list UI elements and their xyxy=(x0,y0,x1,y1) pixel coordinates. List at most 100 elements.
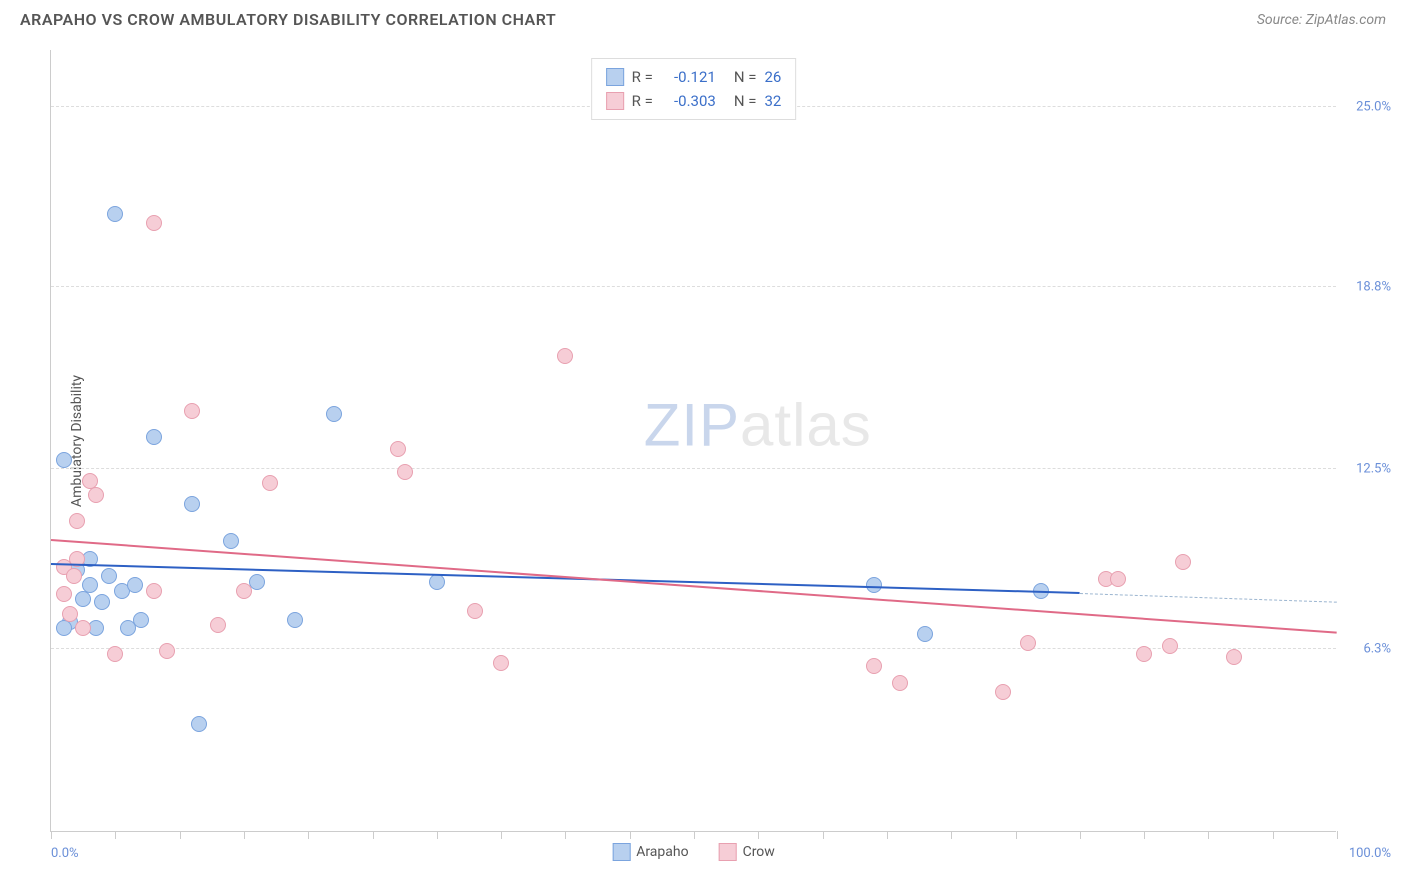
watermark: ZIPatlas xyxy=(644,390,872,459)
x-tick xyxy=(630,831,631,839)
data-point xyxy=(107,206,123,222)
x-tick xyxy=(115,831,116,839)
x-tick xyxy=(180,831,181,839)
data-point xyxy=(127,577,143,593)
data-point xyxy=(1226,649,1242,665)
chart-area: Ambulatory Disability ZIPatlas 6.3%12.5%… xyxy=(50,50,1336,832)
x-tick xyxy=(244,831,245,839)
data-point xyxy=(326,406,342,422)
data-point xyxy=(75,591,91,607)
legend-label: Crow xyxy=(743,844,775,860)
data-point xyxy=(56,586,72,602)
data-point xyxy=(133,612,149,628)
legend-label: Arapaho xyxy=(636,844,688,860)
x-tick xyxy=(758,831,759,839)
x-tick xyxy=(373,831,374,839)
data-point xyxy=(467,603,483,619)
x-tick xyxy=(51,831,52,839)
n-label: N = xyxy=(734,65,757,89)
header: ARAPAHO VS CROW AMBULATORY DISABILITY CO… xyxy=(0,0,1406,29)
legend-row: R = -0.303 N = 32 xyxy=(606,89,782,113)
source-label: Source: ZipAtlas.com xyxy=(1257,12,1386,28)
data-point xyxy=(557,348,573,364)
data-point xyxy=(69,513,85,529)
x-tick xyxy=(565,831,566,839)
x-tick xyxy=(501,831,502,839)
r-value: -0.303 xyxy=(661,89,716,113)
x-tick xyxy=(1208,831,1209,839)
y-tick-label: 18.8% xyxy=(1356,279,1391,294)
data-point xyxy=(146,429,162,445)
x-tick xyxy=(694,831,695,839)
data-point xyxy=(146,215,162,231)
x-tick xyxy=(1144,831,1145,839)
y-tick-label: 25.0% xyxy=(1356,99,1391,114)
x-tick xyxy=(437,831,438,839)
data-point xyxy=(107,646,123,662)
x-tick xyxy=(887,831,888,839)
trend-line xyxy=(1080,593,1337,603)
x-tick xyxy=(1337,831,1338,839)
r-label: R = xyxy=(632,89,653,113)
x-tick xyxy=(1080,831,1081,839)
data-point xyxy=(397,464,413,480)
legend-swatch xyxy=(719,843,737,861)
data-point xyxy=(429,574,445,590)
x-tick xyxy=(308,831,309,839)
data-point xyxy=(94,594,110,610)
data-point xyxy=(866,658,882,674)
x-label-max: 100.0% xyxy=(1349,846,1391,861)
data-point xyxy=(62,606,78,622)
data-point xyxy=(191,716,207,732)
data-point xyxy=(262,475,278,491)
x-tick xyxy=(823,831,824,839)
legend-item: Arapaho xyxy=(612,843,688,861)
data-point xyxy=(866,577,882,593)
data-point xyxy=(236,583,252,599)
data-point xyxy=(223,533,239,549)
data-point xyxy=(75,620,91,636)
r-value: -0.121 xyxy=(661,65,716,89)
n-value: 26 xyxy=(764,65,781,89)
data-point xyxy=(1136,646,1152,662)
data-point xyxy=(995,684,1011,700)
x-tick xyxy=(951,831,952,839)
y-tick-label: 12.5% xyxy=(1356,461,1391,476)
y-axis-title: Ambulatory Disability xyxy=(69,374,85,506)
n-label: N = xyxy=(734,89,757,113)
data-point xyxy=(287,612,303,628)
x-tick xyxy=(1016,831,1017,839)
y-tick-label: 6.3% xyxy=(1363,641,1391,656)
legend-swatch xyxy=(606,92,624,110)
data-point xyxy=(892,675,908,691)
data-point xyxy=(1175,554,1191,570)
data-point xyxy=(1110,571,1126,587)
data-point xyxy=(101,568,117,584)
data-point xyxy=(1162,638,1178,654)
data-point xyxy=(917,626,933,642)
data-point xyxy=(184,403,200,419)
legend-swatch xyxy=(612,843,630,861)
r-label: R = xyxy=(632,65,653,89)
x-label-min: 0.0% xyxy=(51,846,79,861)
watermark-atlas: atlas xyxy=(740,391,872,458)
n-value: 32 xyxy=(764,89,781,113)
data-point xyxy=(88,487,104,503)
data-point xyxy=(390,441,406,457)
data-point xyxy=(184,496,200,512)
data-point xyxy=(56,620,72,636)
data-point xyxy=(56,452,72,468)
x-tick xyxy=(1273,831,1274,839)
data-point xyxy=(159,643,175,659)
data-point xyxy=(493,655,509,671)
legend-swatch xyxy=(606,68,624,86)
correlation-legend: R = -0.121 N = 26 R = -0.303 N = 32 xyxy=(591,58,797,120)
data-point xyxy=(146,583,162,599)
legend-row: R = -0.121 N = 26 xyxy=(606,65,782,89)
data-point xyxy=(66,568,82,584)
series-legend: Arapaho Crow xyxy=(612,843,775,861)
gridline xyxy=(51,286,1336,287)
data-point xyxy=(1020,635,1036,651)
data-point xyxy=(210,617,226,633)
gridline xyxy=(51,468,1336,469)
